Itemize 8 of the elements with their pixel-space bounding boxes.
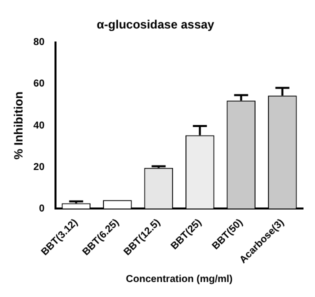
y-tick-label: 0 [38, 203, 45, 214]
y-tick-label: 40 [33, 120, 45, 132]
y-tick-label: 20 [33, 162, 45, 173]
y-tick-label: 60 [33, 78, 45, 90]
y-tick-label: 80 [33, 37, 45, 48]
y-axis-title: % Inhibition [12, 92, 26, 160]
x-axis-title: Concentration (mg/ml) [126, 274, 233, 285]
chart-title: α-glucosidase assay [96, 18, 215, 32]
